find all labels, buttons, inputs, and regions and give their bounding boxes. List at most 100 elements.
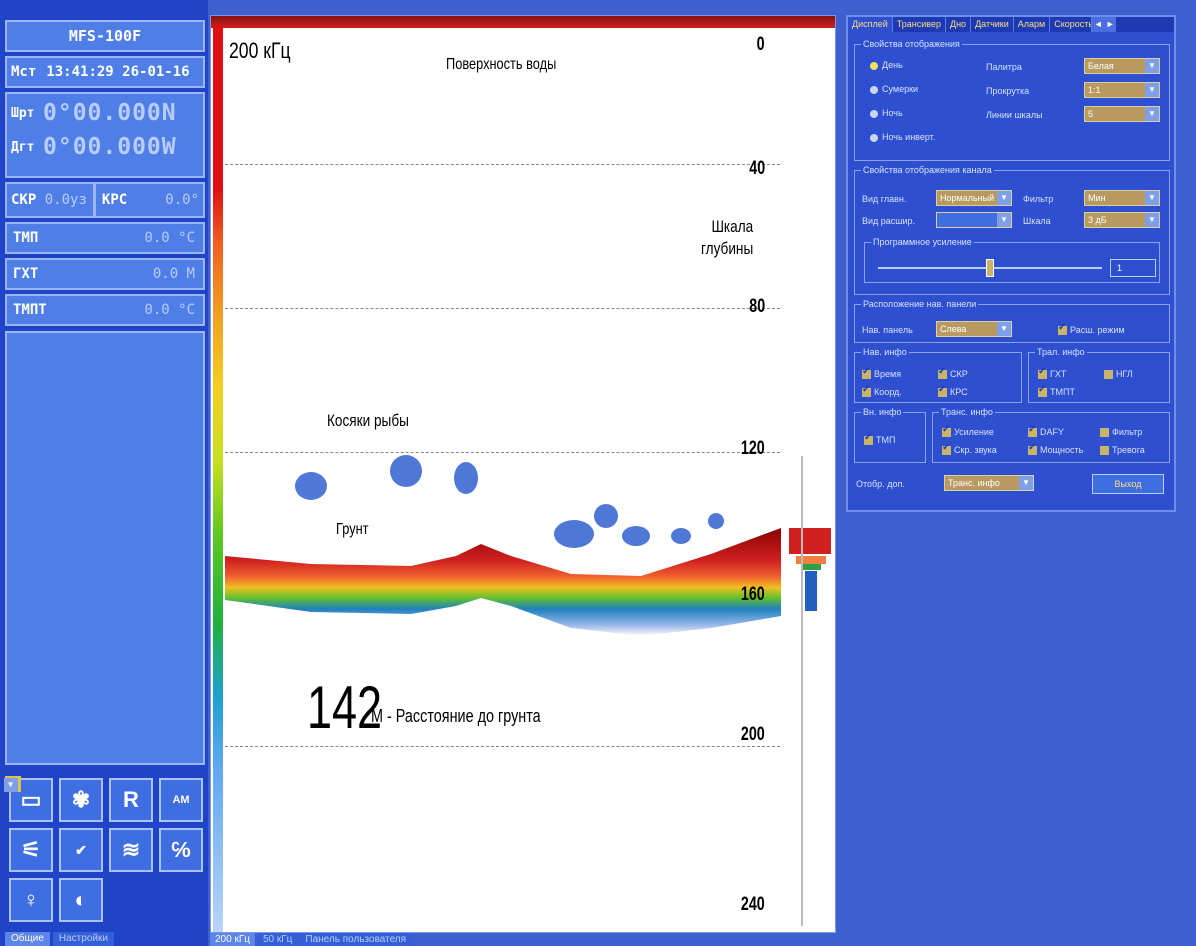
contrast-icon[interactable]: ◐ [59,878,103,922]
tab-200khz[interactable]: 200 кГц [210,933,255,946]
navpanel-legend: Расположение нав. панели [863,299,977,309]
temp-value: 0.0 °С [144,230,195,246]
extview-label: Вид расшир. [862,216,916,226]
depth-label-0: 0 [757,34,765,55]
filter-label: Фильтр [1023,194,1054,204]
tab-sensors[interactable]: Датчики [971,17,1014,32]
tab-scroll-right-icon[interactable]: ► [1104,17,1117,32]
depth-label-40: 40 [749,158,765,179]
trawl-depth[interactable]: ГХТ [1038,366,1066,380]
info-area [5,331,205,765]
grid-line-40 [225,164,780,165]
trans-sound-speed[interactable]: Скр. звука [942,442,997,456]
depth-box: ГХТ 0.0 М [5,258,205,290]
scale-label: Шкала [1023,216,1051,226]
fish-annotation: Косяки рыбы [327,411,409,430]
trans-group: Транс. инфо [932,407,1170,463]
surface-annotation: Поверхность воды [446,56,557,73]
ext-temp[interactable]: ТМП [864,432,895,446]
record-icon[interactable]: R [109,778,153,822]
filter-select[interactable]: Мин [1084,190,1160,206]
lat-label: Шрт [11,105,35,121]
depth-label-240: 240 [741,894,765,915]
palette-select[interactable]: Белая [1084,58,1160,74]
navinfo-coords[interactable]: Коорд. [862,384,902,398]
waves-icon[interactable]: ≋ [109,828,153,872]
mode-dusk[interactable]: Сумерки [870,84,918,94]
device-title: MFS-100F [5,20,205,52]
tab-bottom[interactable]: Дно [946,17,972,32]
gain-value-field[interactable]: 1 [1110,259,1156,277]
trawl-temp-box: ТМПТ 0.0 °С [5,294,205,326]
trawl-legend: Трал. инфо [1037,347,1085,357]
scale-annotation-line1: Шкала [711,217,754,236]
lon-label: Дгт [11,139,35,155]
mainview-select[interactable]: Нормальный [936,190,1012,206]
display-props-legend: Свойства отображения [863,39,960,49]
pin-icon[interactable]: ♀ [9,878,53,922]
trawl-temp-value: 0.0 °С [144,302,195,318]
trans-power[interactable]: Мощность [1028,442,1083,456]
trans-gain[interactable]: Усиление [942,424,994,438]
depth-label: ГХТ [13,266,39,282]
palette-label: Палитра [986,62,1022,72]
tab-user-panel[interactable]: Панель пользователя [300,933,412,946]
tab-general[interactable]: Общие [5,932,50,946]
tools-icon[interactable]: ✖ [3,776,20,792]
navinfo-course[interactable]: КРС [938,384,968,398]
fish-schools [295,455,724,548]
bottom-depth-text: М - Расстояние до грунта [371,706,541,726]
echogram-view[interactable]: 0 40 80 120 160 200 240 200 кГц Поверхно… [210,15,836,933]
scroll-select[interactable]: 1:1 [1084,82,1160,98]
trawl-ngl[interactable]: НГЛ [1104,369,1133,380]
grid-line-120 [225,452,780,453]
bottom-depth-value: 142 [307,674,383,741]
extview-select[interactable] [936,212,1012,228]
trans-alarm[interactable]: Тревога [1100,445,1145,456]
scale-select[interactable]: 3 дБ [1084,212,1160,228]
channel-props-legend: Свойства отображения канала [863,165,992,175]
navinfo-speed[interactable]: СКР [938,366,968,380]
gain-slider-handle[interactable] [986,259,994,277]
extmode-checkbox[interactable]: Расш. режим [1058,322,1125,336]
time-value: 13:41:29 26-01-16 [46,64,190,80]
scalelines-select[interactable]: 5 [1084,106,1160,122]
frequency-label: 200 кГц [229,38,291,63]
show-label: Отобр. доп. [856,479,905,489]
coordinates-box: Шрт 0°00.000N Дгт 0°00.000W [5,92,205,178]
scale-icon[interactable]: ℅ [159,828,203,872]
speed-label: СКР [11,192,37,208]
tab-scroll-left-icon[interactable]: ◄ [1092,17,1105,32]
mode-night-invert[interactable]: Ночь инверт. [870,132,935,142]
temp-label: ТМП [13,230,39,246]
right-a-scope [789,528,831,611]
tab-alarm[interactable]: Аларм [1014,17,1051,32]
exit-button[interactable]: Выход [1092,474,1164,494]
fish-icon[interactable]: ✾ [59,778,103,822]
sonar-icon[interactable]: ⚟ [9,828,53,872]
mode-night[interactable]: Ночь [870,108,903,118]
tab-settings[interactable]: Настройки [52,932,114,946]
trans-legend: Транс. инфо [941,407,993,417]
navpanel-select[interactable]: Слева [936,321,1012,337]
trans-filter[interactable]: Фильтр [1100,427,1142,438]
echogram-canvas [225,455,831,636]
scale-annotation-line2: глубины [701,239,754,259]
trawl-temp[interactable]: ТМПТ [1038,384,1075,398]
scalelines-label: Линии шкалы [986,110,1043,120]
trans-dafy[interactable]: DAFY [1028,424,1064,438]
navinfo-time[interactable]: Время [862,366,901,380]
scale-annotation: Шкала глубины [701,216,753,260]
show-select[interactable]: Транс. инфо [944,475,1034,491]
tab-display[interactable]: Дисплей [848,17,893,32]
tab-transceiver[interactable]: Трансивер [893,17,946,32]
depth-label-120: 120 [741,438,765,459]
tab-50khz[interactable]: 50 кГц [257,933,298,946]
mode-day[interactable]: День [870,60,903,70]
am-icon[interactable]: AM [159,778,203,822]
tab-speed[interactable]: Скорость [1050,17,1093,32]
monitor-icon[interactable]: ▭ [9,778,53,822]
bottom-annotation: Грунт [336,521,369,538]
em-check-icon[interactable]: ✔ [59,828,103,872]
